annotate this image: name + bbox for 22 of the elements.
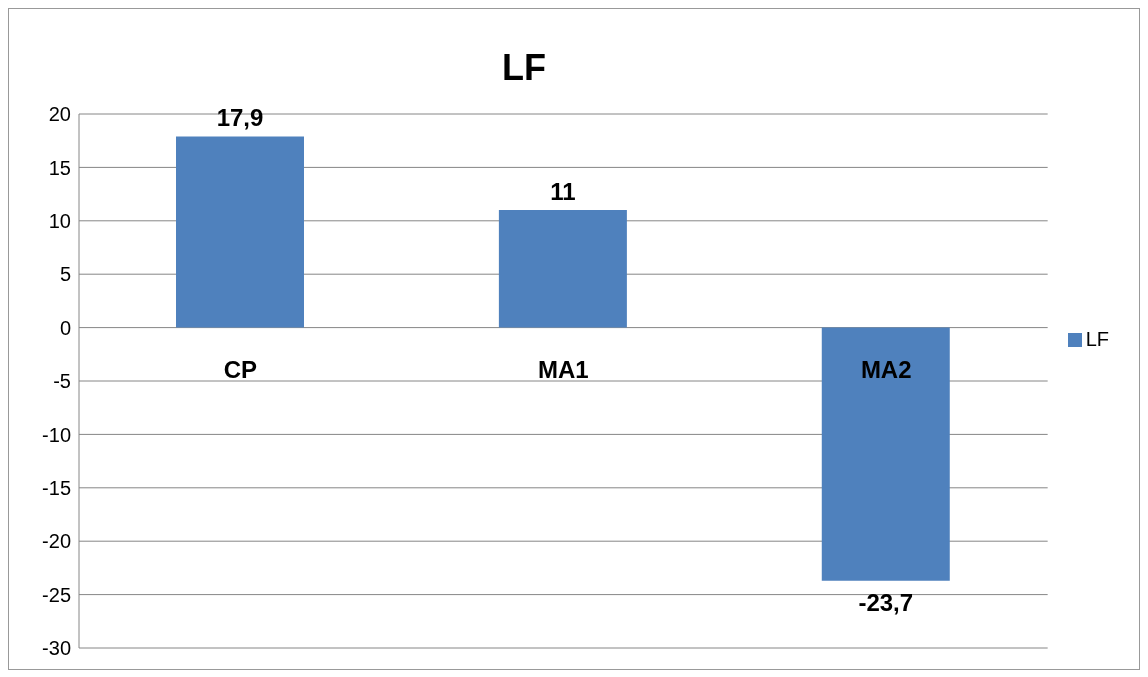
y-tick-label: -25: [42, 583, 71, 606]
x-tick-label: CP: [223, 355, 258, 383]
y-tick-label: -5: [53, 370, 71, 393]
y-tick-label: 10: [48, 209, 71, 232]
bar: [176, 136, 304, 328]
legend-label: LF: [1085, 327, 1109, 350]
data-label: 11: [550, 178, 576, 206]
chart-title: LF: [501, 47, 547, 89]
x-tick-label: MA2: [860, 355, 912, 383]
data-label: -23,7: [858, 588, 914, 616]
y-tick-label: 0: [59, 316, 71, 339]
bar: [498, 210, 627, 328]
y-tick-label: 20: [48, 103, 71, 126]
y-tick-label: -20: [42, 530, 71, 553]
x-tick-label: MA1: [537, 355, 589, 383]
y-tick-label: -15: [42, 476, 71, 499]
y-tick-label: 5: [59, 263, 71, 286]
y-tick-label: 15: [48, 156, 71, 179]
data-label: 17,9: [216, 104, 264, 132]
y-tick-label: -10: [42, 423, 71, 446]
bar: [821, 327, 950, 581]
y-tick-label: -30: [42, 637, 71, 660]
